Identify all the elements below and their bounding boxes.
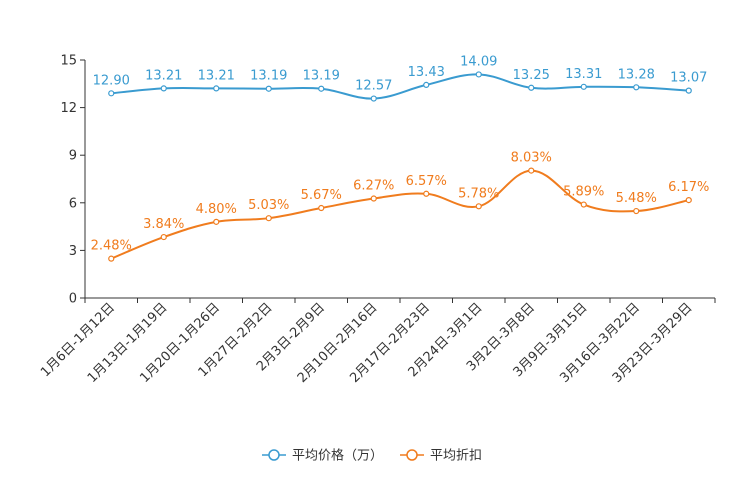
data-label: 5.48% bbox=[616, 191, 657, 206]
legend-marker bbox=[406, 449, 418, 461]
y-tick-label: 6 bbox=[69, 196, 77, 211]
data-label: 13.19 bbox=[303, 69, 340, 84]
data-point bbox=[475, 71, 482, 78]
data-point bbox=[108, 255, 115, 262]
data-label: 6.57% bbox=[406, 174, 447, 189]
data-point bbox=[160, 233, 167, 241]
data-label: 13.19 bbox=[250, 69, 287, 84]
data-label: 12.90 bbox=[93, 73, 130, 88]
data-point bbox=[685, 87, 692, 94]
data-point bbox=[633, 207, 640, 215]
data-label: 5.89% bbox=[563, 185, 604, 200]
data-point bbox=[213, 218, 220, 225]
data-point bbox=[370, 95, 377, 102]
legend-label: 平均价格（万） bbox=[292, 448, 383, 464]
data-point bbox=[528, 167, 535, 174]
data-label: 13.28 bbox=[618, 67, 655, 82]
data-point bbox=[633, 84, 640, 91]
y-tick-label: 12 bbox=[60, 101, 77, 116]
data-label: 3.84% bbox=[143, 217, 184, 232]
data-label: 13.25 bbox=[513, 68, 550, 83]
legend-label: 平均折扣 bbox=[430, 449, 482, 464]
series-line bbox=[111, 73, 689, 100]
data-label: 13.43 bbox=[408, 65, 445, 80]
axes: 036912151月6日-1月12日1月13日-1月19日1月20日-1月26日… bbox=[38, 54, 716, 386]
data-point bbox=[160, 85, 167, 92]
data-label: 6.27% bbox=[353, 179, 394, 194]
legend-marker bbox=[268, 449, 280, 461]
series-layer: 12.90 13.21 13.21 13.19 13.19 12.57 13.43 14.09… bbox=[91, 54, 709, 262]
data-point bbox=[108, 90, 115, 97]
data-label: 13.07 bbox=[670, 71, 707, 86]
series-price: 12.90 13.21 13.21 13.19 13.19 12.57 13.43 14.09… bbox=[93, 54, 707, 102]
data-point bbox=[528, 84, 535, 91]
data-label: 5.03% bbox=[248, 198, 289, 213]
data-point bbox=[475, 203, 482, 210]
data-label: 8.03% bbox=[511, 151, 552, 166]
legend-item-price[interactable]: 平均价格（万） bbox=[262, 448, 383, 464]
data-label: 13.31 bbox=[565, 67, 602, 82]
data-point bbox=[318, 85, 325, 92]
y-tick-label: 9 bbox=[69, 149, 77, 164]
legend[interactable]: 平均价格（万） 平均折扣 bbox=[262, 448, 482, 464]
y-tick-label: 3 bbox=[69, 244, 77, 259]
legend-item-discount[interactable]: 平均折扣 bbox=[400, 449, 482, 464]
data-label: 5.67% bbox=[301, 188, 342, 203]
data-label: 4.80% bbox=[196, 202, 237, 217]
data-label: 14.09 bbox=[460, 54, 497, 69]
data-point bbox=[685, 197, 692, 204]
data-label: 13.21 bbox=[145, 68, 182, 83]
data-point bbox=[265, 215, 272, 222]
data-point bbox=[423, 190, 430, 197]
y-tick-label: 0 bbox=[69, 292, 77, 307]
data-label: 6.17% bbox=[668, 180, 709, 195]
data-point bbox=[265, 85, 272, 92]
y-tick-label: 15 bbox=[60, 54, 77, 69]
data-label: 2.48% bbox=[91, 239, 132, 254]
data-point bbox=[423, 81, 430, 89]
data-label: 12.57 bbox=[355, 79, 392, 94]
data-point bbox=[580, 201, 587, 208]
data-point bbox=[318, 204, 325, 212]
data-point bbox=[370, 195, 377, 202]
data-label: 5.78% bbox=[458, 186, 499, 201]
data-point bbox=[213, 85, 220, 92]
data-point bbox=[580, 83, 587, 90]
series-discount: 2.48% 3.84% 4.80% 5.03% 5.67% 6.27% 6.57% 5.78%… bbox=[91, 151, 709, 262]
data-label: 13.21 bbox=[198, 68, 235, 83]
